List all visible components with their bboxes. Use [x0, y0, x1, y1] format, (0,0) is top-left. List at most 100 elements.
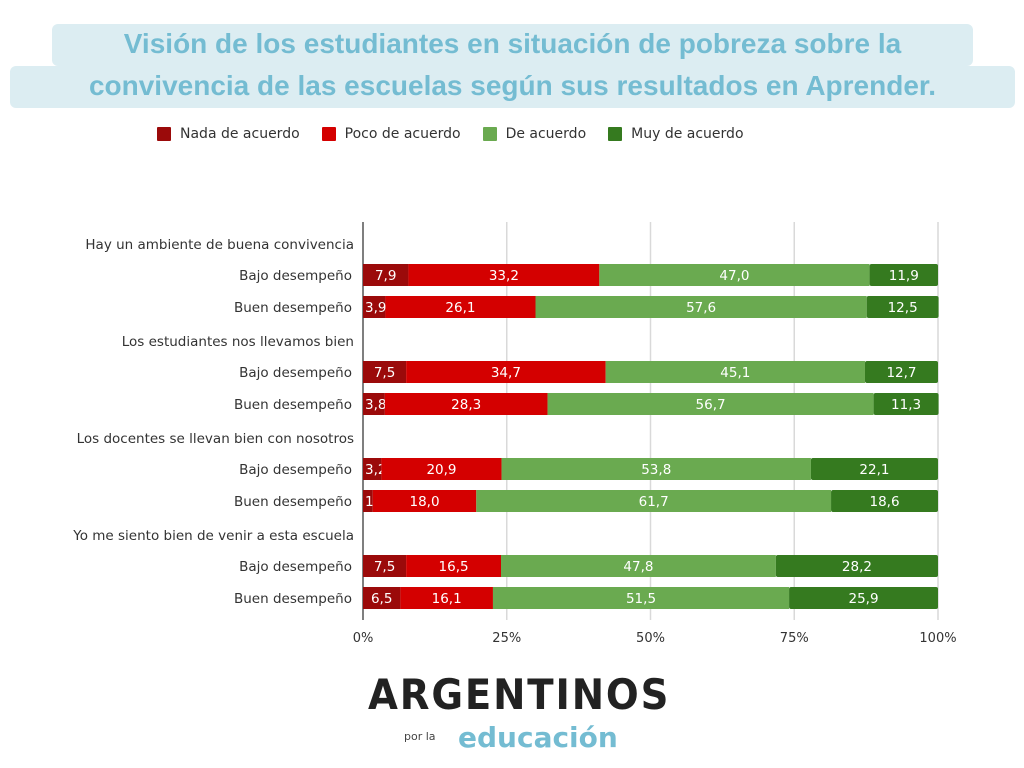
logo-small-text: por la — [404, 730, 436, 743]
row-label: Buen desempeño — [234, 300, 352, 316]
data-label: 11,3 — [891, 397, 921, 413]
row-label: Bajo desempeño — [239, 559, 352, 575]
row-label: Buen desempeño — [234, 494, 352, 510]
data-label: 20,9 — [426, 462, 456, 478]
data-label: 11,9 — [889, 268, 919, 284]
legend-item-de: De acuerdo — [482, 126, 587, 142]
data-label: 7,9 — [375, 268, 396, 284]
legend-swatch — [608, 127, 623, 141]
legend-item-muy: Muy de acuerdo — [608, 126, 744, 142]
bar-segment — [363, 361, 407, 383]
row-label: Bajo desempeño — [239, 268, 352, 284]
legend-label: Nada de acuerdo — [180, 126, 300, 142]
data-label: 16,5 — [439, 559, 469, 575]
data-label: 6,5 — [371, 591, 392, 607]
legend: Nada de acuerdo Poco de acuerdo De acuer… — [157, 126, 744, 142]
legend-item-nada: Nada de acuerdo — [157, 126, 300, 142]
data-label: 51,5 — [626, 591, 656, 607]
row-label: Bajo desempeño — [239, 462, 352, 478]
bar-segment — [363, 264, 409, 286]
data-label: 12,7 — [886, 365, 916, 381]
chart-title: Visión de los estudiantes en situación d… — [10, 24, 1015, 108]
argentinos-por-la-educacion-logo: ARGENTINOS por la educación — [368, 672, 668, 766]
data-label: 45,1 — [720, 365, 750, 381]
bar-segment — [535, 296, 867, 318]
bar-segment — [406, 555, 501, 577]
bar-segment — [385, 296, 536, 318]
logo-main-text: ARGENTINOS — [368, 670, 671, 719]
bar-segment — [501, 555, 776, 577]
row-label: Buen desempeño — [234, 591, 352, 607]
bar-segment — [775, 555, 938, 577]
data-label: 28,3 — [451, 397, 481, 413]
data-label: 3,8 — [365, 397, 386, 413]
data-label: 3,9 — [365, 300, 386, 316]
data-label: 7,5 — [374, 365, 395, 381]
data-label: 25,9 — [849, 591, 879, 607]
x-tick-label: 75% — [780, 631, 809, 646]
data-label: 16,1 — [432, 591, 462, 607]
group-label: Los estudiantes nos llevamos bien — [122, 334, 354, 350]
data-label: 22,1 — [859, 462, 889, 478]
bar-segment — [810, 458, 938, 480]
bar-segment — [599, 264, 870, 286]
x-tick-label: 0% — [353, 631, 374, 646]
x-tick-label: 25% — [492, 631, 521, 646]
bar-segment — [605, 361, 865, 383]
bar-segment — [372, 490, 477, 512]
bar-segment — [476, 490, 832, 512]
bar-segment — [869, 264, 938, 286]
bar-segment — [789, 587, 938, 609]
row-label: Bajo desempeño — [239, 365, 352, 381]
x-tick-label: 100% — [919, 631, 956, 646]
bar-segment — [406, 361, 606, 383]
logo-sub-text: educación — [458, 721, 618, 754]
legend-label: Muy de acuerdo — [631, 126, 744, 142]
bar-segment — [547, 393, 874, 415]
data-label: 56,7 — [696, 397, 726, 413]
bar-segment — [866, 296, 939, 318]
bar-segment — [492, 587, 790, 609]
data-label: 47,0 — [719, 268, 749, 284]
legend-label: De acuerdo — [505, 126, 587, 142]
data-label: 12,5 — [888, 300, 918, 316]
legend-swatch — [157, 127, 171, 141]
data-label: 18,0 — [409, 494, 439, 510]
data-label: 3,2 — [365, 462, 386, 478]
bar-segment — [873, 393, 939, 415]
data-label: 53,8 — [641, 462, 671, 478]
data-label: 57,6 — [686, 300, 716, 316]
legend-label: Poco de acuerdo — [344, 126, 461, 142]
bar-segment — [384, 393, 548, 415]
bar-segment — [501, 458, 811, 480]
legend-swatch — [482, 127, 497, 141]
group-label: Hay un ambiente de buena convivencia — [85, 237, 354, 253]
legend-swatch — [321, 127, 336, 141]
group-label: Los docentes se llevan bien con nosotros — [77, 431, 354, 447]
title-line-2: convivencia de las escuelas según sus re… — [10, 66, 1015, 108]
bar-segment — [363, 587, 401, 609]
bar-segment — [831, 490, 938, 512]
data-label: 26,1 — [445, 300, 475, 316]
bar-segment — [408, 264, 600, 286]
data-label: 7,5 — [374, 559, 395, 575]
x-tick-label: 50% — [636, 631, 665, 646]
bar-segment — [363, 393, 385, 415]
legend-item-poco: Poco de acuerdo — [321, 126, 461, 142]
bar-segment — [363, 296, 386, 318]
title-line-1: Visión de los estudiantes en situación d… — [52, 24, 973, 66]
bar-segment — [864, 361, 938, 383]
bar-segment — [363, 458, 382, 480]
data-label: 47,8 — [623, 559, 653, 575]
bar-segment — [363, 555, 407, 577]
data-label: 18,6 — [869, 494, 899, 510]
data-label: 61,7 — [639, 494, 669, 510]
data-label: 28,2 — [842, 559, 872, 575]
group-label: Yo me siento bien de venir a esta escuel… — [72, 528, 354, 544]
bar-segment — [363, 490, 373, 512]
bar-segment — [381, 458, 502, 480]
data-label: 33,2 — [489, 268, 519, 284]
data-label: 34,7 — [491, 365, 521, 381]
bar-segment — [400, 587, 493, 609]
